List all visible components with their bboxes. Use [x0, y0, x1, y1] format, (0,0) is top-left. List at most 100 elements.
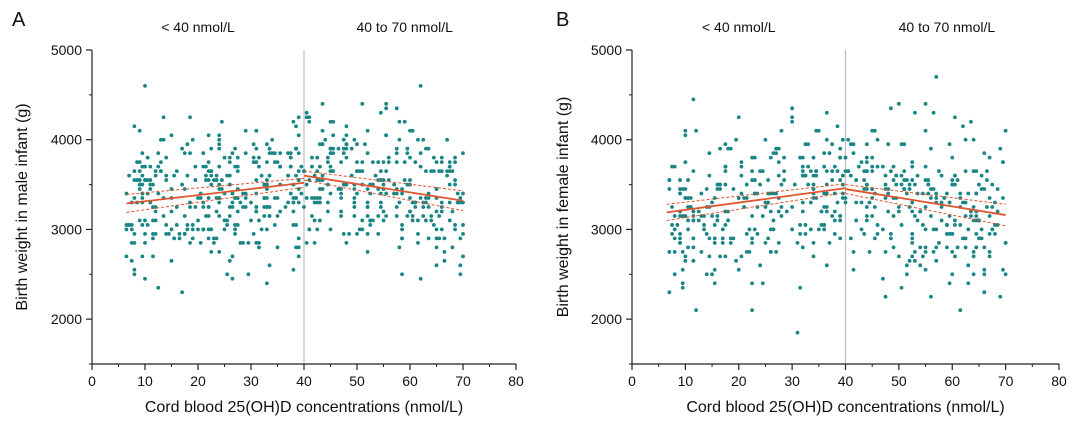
data-point [204, 173, 208, 178]
data-point [990, 227, 995, 232]
data-point [995, 209, 1000, 214]
data-point [950, 249, 955, 254]
x-axis-title: Cord blood 25(OH)D concentrations (nmol/… [145, 399, 463, 416]
data-point [217, 137, 222, 142]
data-point [670, 223, 674, 227]
data-point [291, 267, 296, 272]
data-point [174, 205, 179, 209]
data-point [151, 182, 155, 187]
data-point [129, 258, 134, 263]
data-point [691, 218, 696, 223]
data-point [434, 263, 439, 268]
data-point [672, 272, 677, 277]
data-point [439, 200, 444, 205]
data-point [779, 182, 784, 187]
data-point [206, 196, 211, 200]
data-point [798, 232, 803, 236]
data-point [219, 187, 224, 191]
data-point [987, 232, 992, 236]
data-point [310, 214, 314, 218]
data-point [856, 164, 861, 169]
data-point [720, 240, 725, 245]
data-point [835, 200, 840, 205]
data-point [838, 155, 843, 160]
data-point [768, 249, 773, 254]
data-point [294, 173, 298, 178]
data-point [172, 236, 177, 241]
data-point [851, 249, 856, 254]
data-point [675, 223, 680, 227]
x-tick-label: 70 [455, 373, 471, 389]
data-point [971, 249, 976, 254]
data-point [400, 236, 404, 241]
data-point [206, 214, 211, 218]
data-point [953, 173, 957, 178]
data-point [344, 155, 349, 160]
data-point [1003, 272, 1008, 277]
data-point [822, 227, 827, 232]
data-point [132, 196, 137, 200]
data-point [214, 196, 219, 200]
data-point [267, 146, 272, 151]
data-point [736, 196, 741, 200]
data-point [177, 236, 182, 241]
data-point [766, 236, 771, 241]
data-point [190, 223, 195, 227]
data-point [803, 142, 808, 147]
data-point [450, 209, 455, 214]
data-point [318, 187, 322, 191]
data-point [734, 137, 738, 142]
data-point [883, 249, 888, 254]
data-point [923, 249, 928, 254]
data-point [870, 164, 875, 169]
data-point [824, 169, 829, 174]
data-point [824, 205, 829, 209]
data-point [339, 191, 343, 196]
data-point [840, 191, 845, 196]
data-point [680, 285, 685, 290]
data-point [148, 182, 153, 187]
data-point [296, 236, 301, 241]
data-point [896, 209, 901, 214]
data-point [891, 178, 896, 182]
data-point [977, 182, 981, 187]
data-point [680, 281, 685, 286]
data-point [686, 218, 690, 223]
data-point [453, 160, 457, 165]
data-point [670, 205, 674, 209]
data-point [734, 258, 738, 263]
data-point [667, 178, 672, 182]
x-tick-label: 50 [891, 373, 907, 389]
data-point [763, 240, 768, 245]
data-point [159, 137, 163, 142]
data-point [453, 182, 457, 187]
data-point [971, 137, 976, 142]
data-point [402, 119, 407, 124]
data-point [929, 196, 933, 200]
x-tick-label: 80 [508, 373, 524, 389]
data-point [966, 191, 971, 196]
data-point [259, 227, 264, 232]
data-point [434, 227, 439, 232]
data-point [365, 232, 370, 236]
data-point [870, 214, 875, 218]
data-point [950, 272, 955, 277]
data-point [458, 196, 463, 200]
data-point [262, 182, 267, 187]
data-point [217, 164, 222, 169]
x-tick-label: 30 [243, 373, 259, 389]
data-point [699, 249, 704, 254]
data-point [235, 169, 240, 174]
data-point [953, 182, 957, 187]
chart-panel-a: A < 40 nmol/L 40 to 70 nmol/L 0 10 20 30 40 50 60… [12, 9, 524, 416]
data-point [963, 169, 968, 174]
data-point [254, 205, 259, 209]
data-point [838, 178, 843, 182]
data-point [196, 227, 200, 232]
data-point [453, 227, 457, 232]
fit-line [303, 174, 464, 202]
data-point [872, 205, 877, 209]
data-point [182, 232, 187, 236]
data-point [164, 223, 169, 227]
data-point [667, 249, 672, 254]
